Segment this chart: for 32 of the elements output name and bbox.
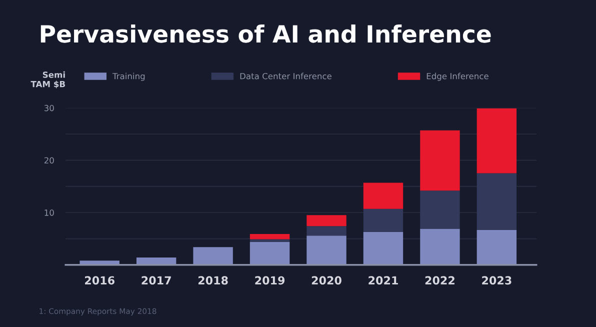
- bar: [250, 234, 290, 240]
- x-tick-label: 2022: [425, 276, 454, 285]
- x-tick-label: 2017: [142, 276, 171, 285]
- y-tick-label: 10: [44, 210, 54, 216]
- legend-label: Edge Inference: [426, 72, 488, 81]
- bar: [476, 173, 517, 230]
- x-tick-label: 2023: [482, 276, 512, 285]
- x-tick-label: 2020: [312, 276, 342, 285]
- bar: [363, 232, 404, 265]
- bar: [476, 230, 517, 265]
- bar: [363, 182, 404, 209]
- y-tick-label: 20: [44, 157, 54, 164]
- bar: [193, 247, 233, 265]
- bar: [420, 228, 460, 265]
- x-tick-label: 2016: [85, 276, 114, 285]
- bar: [363, 208, 404, 232]
- bar: [420, 130, 460, 191]
- x-tick-label: 2021: [368, 276, 398, 285]
- y-tick-label: 30: [44, 104, 54, 112]
- x-tick-label: 2018: [198, 276, 228, 285]
- legend-label: Training: [112, 72, 145, 81]
- y-axis-title: Semi TAM $B: [30, 71, 65, 88]
- bar: [306, 236, 346, 265]
- legend-label: Data Center Inference: [240, 72, 332, 80]
- bar: [306, 215, 346, 226]
- bar: [306, 226, 346, 236]
- bar: [250, 242, 290, 265]
- chart-title: Pervasiveness of AI and Inference: [40, 24, 491, 43]
- bar: [420, 190, 460, 229]
- bar: [250, 239, 290, 242]
- x-tick-label: 2019: [255, 276, 285, 285]
- bar: [476, 108, 517, 174]
